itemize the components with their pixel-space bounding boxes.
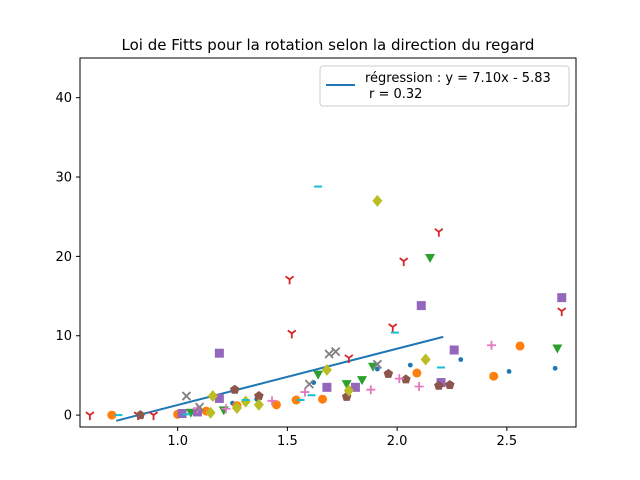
data-point-diamond: [205, 406, 216, 419]
data-point-square: [214, 348, 224, 358]
data-point-x: [324, 349, 334, 359]
data-point-diamond: [231, 401, 242, 414]
data-point-plus: [366, 385, 376, 395]
data-point-diamond: [420, 353, 431, 366]
data-point-square: [214, 393, 224, 403]
data-point-square: [416, 301, 426, 311]
data-point-plus: [221, 404, 231, 414]
data-point-pentagon: [229, 384, 240, 394]
data-point-point: [407, 362, 413, 368]
x-tick-label: 2.5: [497, 434, 518, 449]
data-point-diamond: [207, 390, 218, 403]
legend: régression : y = 7.10x - 5.83 r = 0.32: [319, 65, 570, 107]
data-point-plus: [300, 387, 310, 397]
data-point-tri_down: [357, 376, 368, 386]
data-point-square: [557, 293, 567, 303]
data-point-plus: [394, 374, 404, 384]
data-point-x: [331, 346, 341, 357]
data-point-pentagon: [445, 379, 455, 389]
y-tick-label: 20: [55, 250, 72, 265]
x-tick-label: 2.0: [387, 434, 408, 449]
data-point-pentagon: [135, 410, 146, 420]
legend-label-r: r = 0.32: [369, 87, 422, 102]
data-point-square: [322, 382, 332, 392]
legend-label-regression: régression : y = 7.10x - 5.83: [365, 71, 551, 86]
data-point-tri_down_thin: [344, 354, 354, 363]
data-point-tri_down: [341, 380, 352, 390]
chart-title: Loi de Fitts pour la rotation selon la d…: [122, 36, 535, 54]
data-point-pentagon: [383, 368, 394, 378]
data-point-pentagon: [434, 380, 444, 390]
data-point-square: [177, 409, 187, 419]
data-point-circle: [107, 410, 117, 420]
data-point-tri_down_thin: [399, 257, 409, 267]
plot-area: [85, 185, 567, 422]
data-point-plus: [267, 396, 277, 406]
data-point-pentagon: [254, 391, 264, 401]
data-point-tri_down_thin: [434, 228, 444, 237]
data-point-circle: [515, 341, 525, 351]
data-point-point: [458, 357, 464, 362]
data-point-point: [374, 366, 380, 372]
data-point-diamond: [240, 395, 251, 408]
data-point-tri_down_thin: [285, 275, 295, 285]
data-point-diamond: [343, 384, 354, 397]
data-point-tri_down: [425, 253, 436, 263]
y-tick-label: 40: [55, 91, 72, 106]
data-point-diamond: [372, 194, 383, 207]
x-tick-label: 1.5: [277, 434, 298, 449]
data-point-tri_down_thin: [85, 411, 95, 421]
data-point-square: [449, 345, 459, 355]
data-point-tri_down_thin: [287, 329, 297, 339]
regression-line: [115, 335, 444, 422]
data-point-diamond: [253, 398, 264, 411]
y-tick-label: 30: [55, 171, 72, 186]
data-point-square: [350, 382, 360, 392]
data-point-circle: [489, 371, 499, 381]
y-tick-label: 10: [55, 329, 72, 344]
x-tick-label: 1.0: [167, 434, 188, 449]
axes: 1.0 1.5 2.0 2.5 0 10 20 30 40: [55, 57, 577, 449]
data-point-circle: [291, 395, 301, 405]
data-point-point: [506, 369, 512, 374]
legend-frame: [319, 65, 570, 107]
data-point-pentagon: [401, 374, 411, 384]
y-tick-label: 0: [64, 409, 72, 424]
data-point-point: [552, 365, 558, 371]
data-point-plus: [414, 382, 424, 392]
data-point-x: [194, 402, 205, 412]
data-point-tri_down_thin: [557, 307, 567, 317]
data-point-diamond: [321, 363, 332, 376]
data-point-x: [181, 391, 192, 401]
data-point-x: [304, 379, 314, 389]
data-point-tri_down: [313, 370, 324, 380]
data-point-tri_down_thin: [148, 411, 159, 421]
data-point-circle: [271, 400, 281, 410]
data-point-x: [372, 359, 383, 369]
plot-frame: [79, 57, 577, 428]
data-point-plus: [487, 340, 497, 350]
data-point-tri_down: [552, 344, 563, 354]
data-point-tri_down_thin: [388, 323, 398, 333]
data-point-circle: [412, 368, 422, 378]
data-point-circle: [318, 394, 328, 404]
